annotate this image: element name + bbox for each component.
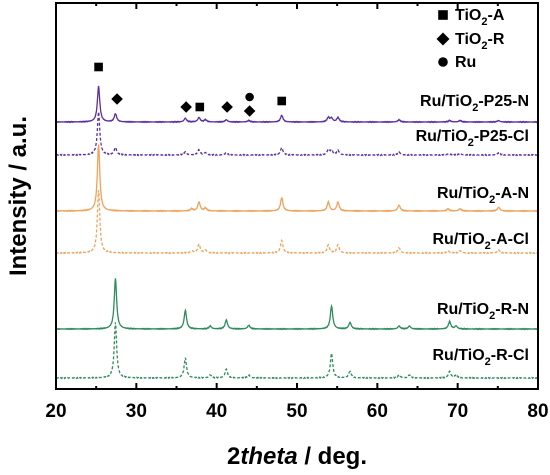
square-marker <box>195 102 205 112</box>
legend-label: Ru <box>455 54 476 71</box>
series-label-sub: 2 <box>485 240 491 252</box>
legend-label: TiO2-R <box>455 31 505 52</box>
series-label: Ru/TiO2-A-N <box>437 185 529 206</box>
x-tick-label: 70 <box>447 401 468 422</box>
series-line <box>55 322 539 380</box>
series-label-tail: -P25-N <box>478 93 529 110</box>
x-tick-label: 50 <box>286 401 307 422</box>
legend-label-sub: 2 <box>481 16 487 28</box>
diamond-marker <box>436 32 450 46</box>
square-marker <box>438 10 448 20</box>
legend-label-tail: -A <box>488 7 505 24</box>
series-label-sub: 2 <box>468 137 474 149</box>
legend-label-sub: 2 <box>481 40 487 52</box>
y-axis-title: Intensity / a.u. <box>5 116 32 276</box>
legend-label-base: TiO <box>455 31 481 48</box>
series-label-tail: -P25-Cl <box>474 128 529 145</box>
series-label: Ru/TiO2-A-Cl <box>433 231 530 252</box>
x-tick-label: 80 <box>527 401 548 422</box>
series-label-sub: 2 <box>472 102 478 114</box>
series-label-sub: 2 <box>489 310 495 322</box>
diamond-marker <box>180 101 192 113</box>
series-label-base: Ru/TiO <box>437 185 489 202</box>
legend-label-base: TiO <box>455 7 481 24</box>
x-axis-title: 2theta / deg. <box>227 443 367 470</box>
square-marker <box>277 96 287 106</box>
series-label-base: Ru/TiO <box>433 231 485 248</box>
x-tick-label: 60 <box>367 401 388 422</box>
series-label-base: Ru/TiO <box>433 347 485 364</box>
series-label-sub: 2 <box>485 356 491 368</box>
x-tick-label: 20 <box>45 401 66 422</box>
peak-markers <box>94 62 287 117</box>
plot-area <box>55 85 539 380</box>
series-label-sub: 2 <box>489 194 495 206</box>
diamond-marker <box>221 101 233 113</box>
series-label-tail: -R-Cl <box>491 347 529 364</box>
series-label-tail: -R-N <box>495 301 529 318</box>
series-label-tail: -A-N <box>495 185 529 202</box>
series-label: Ru/TiO2-P25-Cl <box>416 128 529 149</box>
legend-label-base: Ru <box>455 54 476 71</box>
series-label-base: Ru/TiO <box>416 128 468 145</box>
series-line <box>55 111 539 157</box>
x-axis: 20 30 40 50 60 70 80 <box>45 3 549 422</box>
series-label-tail: -A-Cl <box>491 231 529 248</box>
x-tick-label: 30 <box>126 401 147 422</box>
circle-marker <box>438 57 448 67</box>
series-line <box>55 190 539 255</box>
series-labels: Ru/TiO2-P25-NRu/TiO2-P25-ClRu/TiO2-A-NRu… <box>416 93 529 368</box>
x-axis-title-suffix: / deg. <box>298 443 367 470</box>
x-axis-title-italic: theta <box>240 443 297 470</box>
legend-label: TiO2-A <box>455 7 505 28</box>
series-label: Ru/TiO2-R-Cl <box>433 347 530 368</box>
x-tick-label: 40 <box>206 401 227 422</box>
x-axis-title-prefix: 2 <box>227 443 240 470</box>
diamond-marker <box>111 93 123 105</box>
legend-label-tail: -R <box>488 31 505 48</box>
series-label-base: Ru/TiO <box>437 301 489 318</box>
series-line <box>55 85 539 124</box>
series-label: Ru/TiO2-P25-N <box>420 93 529 114</box>
square-marker <box>94 62 103 72</box>
circle-marker <box>245 92 254 102</box>
series-label: Ru/TiO2-R-N <box>437 301 529 322</box>
diamond-marker <box>243 105 256 117</box>
series-line <box>55 278 539 331</box>
series-label-base: Ru/TiO <box>420 93 472 110</box>
series-line <box>55 144 539 213</box>
